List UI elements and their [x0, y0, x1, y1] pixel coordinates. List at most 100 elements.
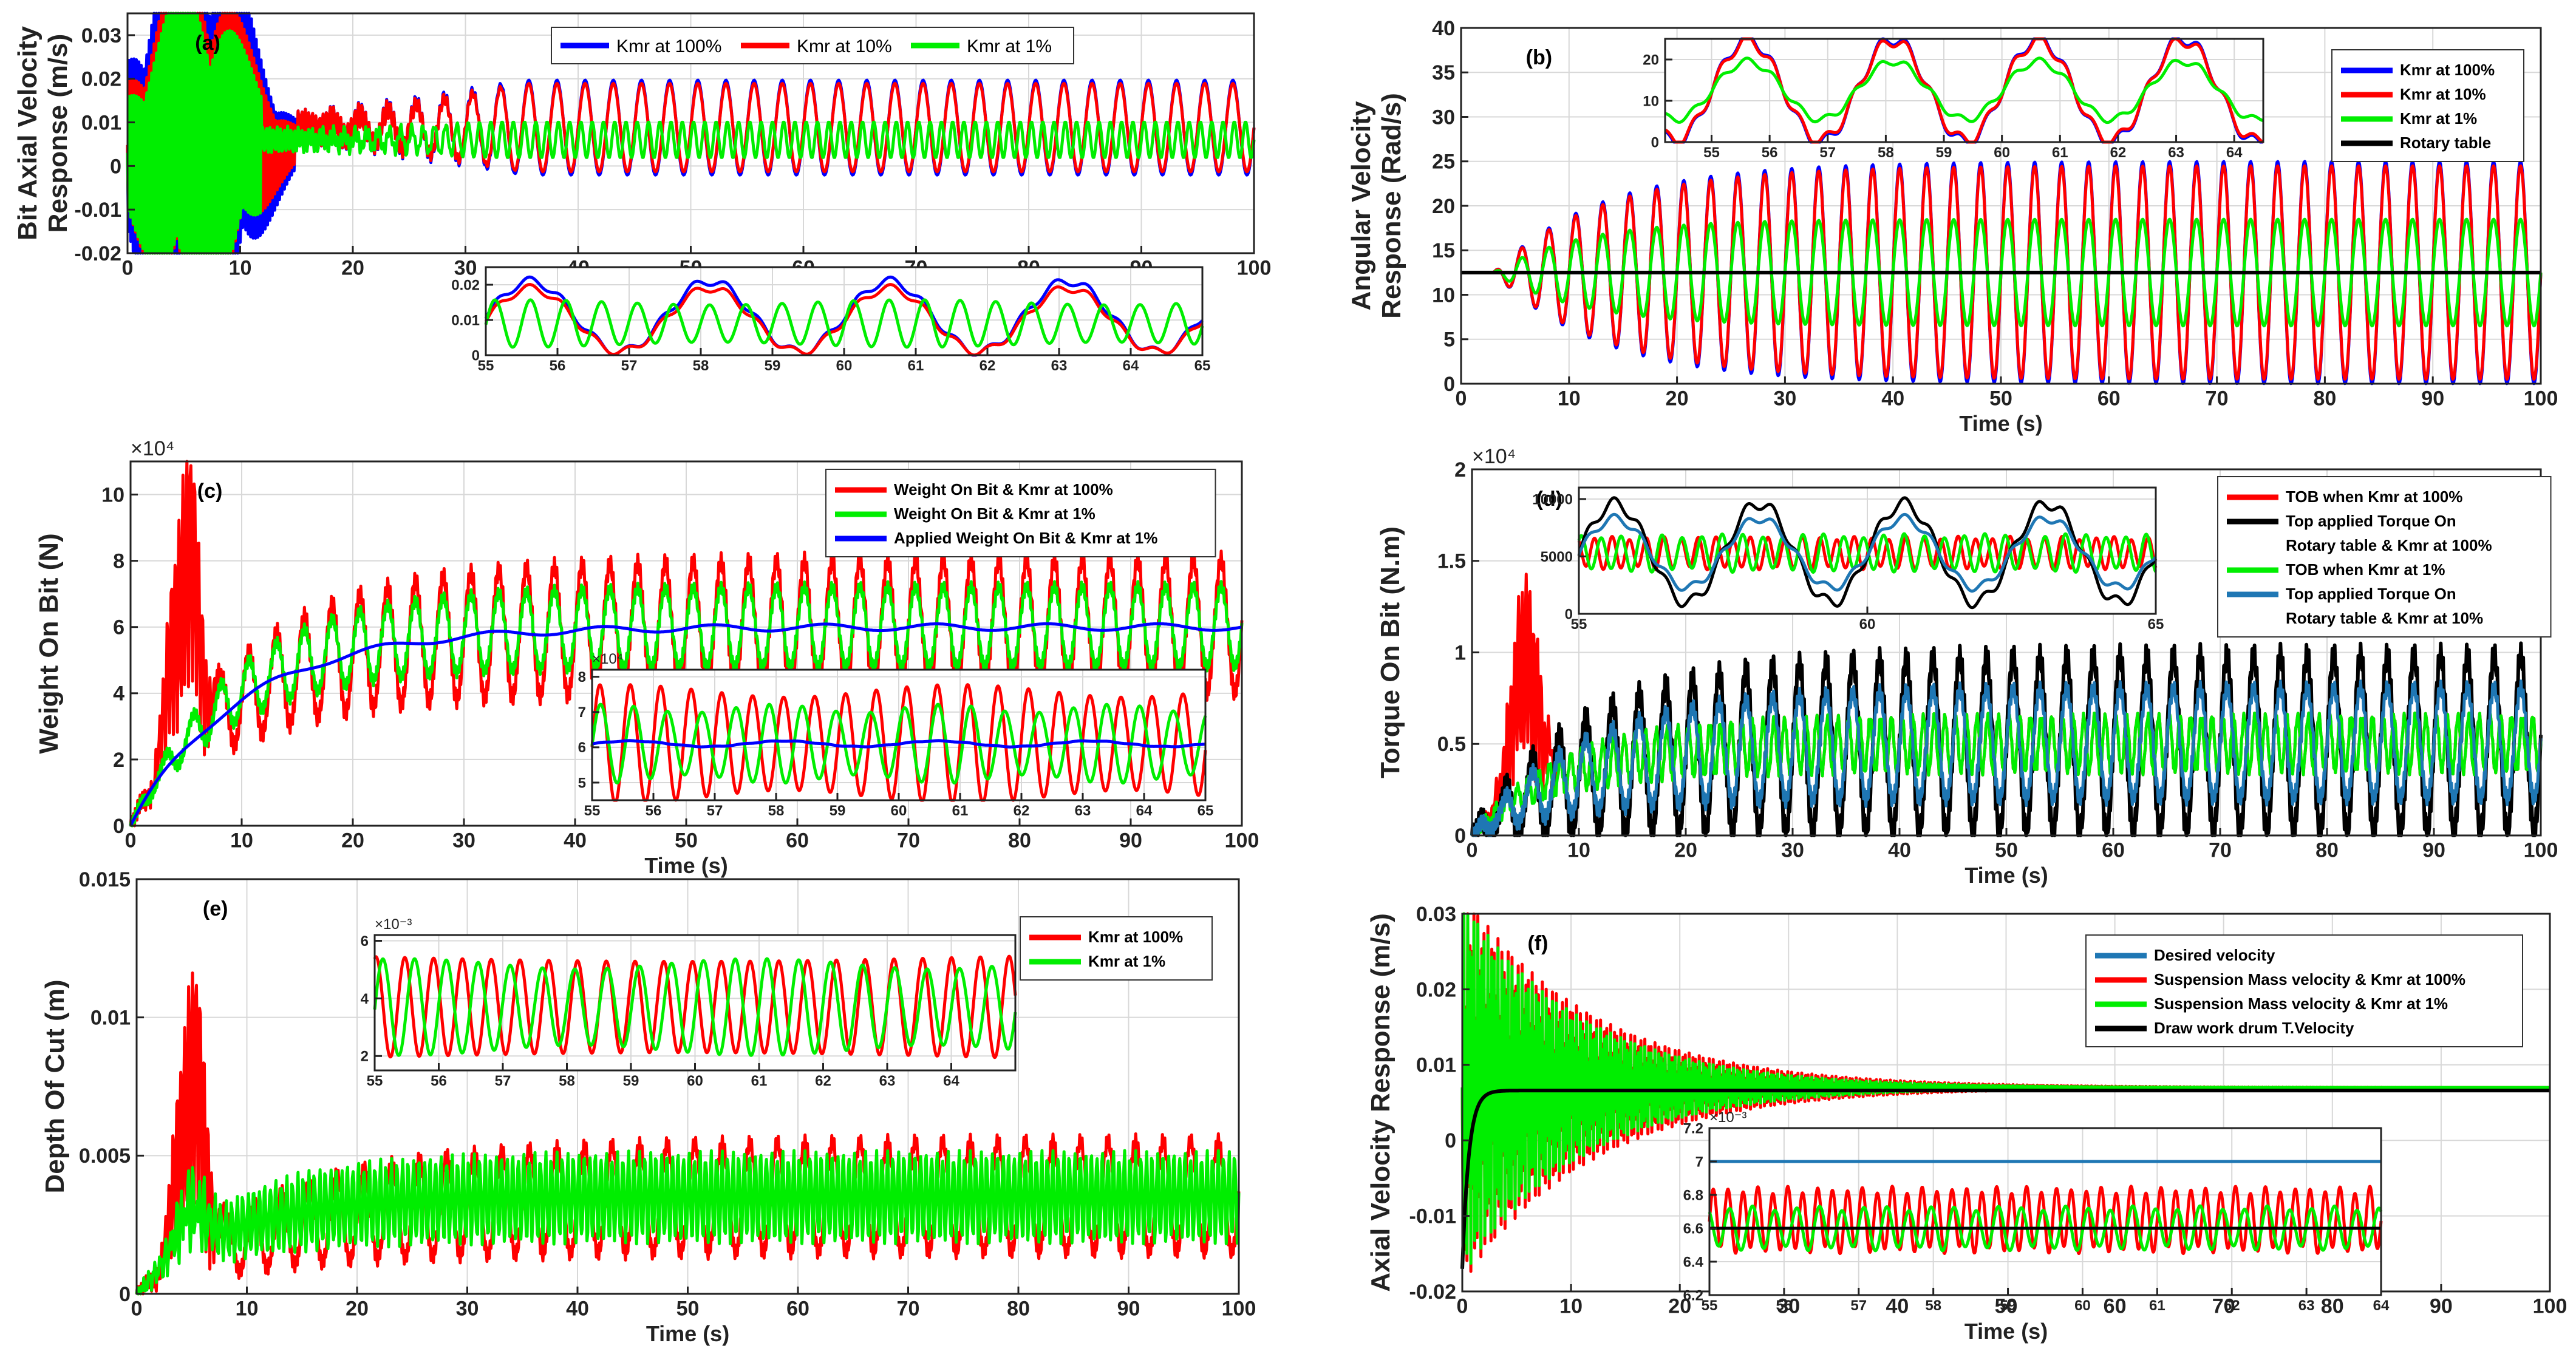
chart-e-x-tick-label-8: 80: [1007, 1297, 1030, 1321]
chart-d-x-tick-label-1: 10: [1567, 839, 1590, 862]
chart-b-inset-x-tick-label-1: 56: [1762, 145, 1778, 161]
chart-e-inset-x-tick-label-3: 58: [559, 1073, 575, 1089]
chart-e-panel-label: (e): [203, 897, 228, 920]
chart-f-inset-series-1: [1708, 1185, 2383, 1256]
chart-d-inset-y-tick-label-0: 0: [1565, 606, 1573, 622]
chart-b-inset-x-tick-label-3: 58: [1878, 145, 1894, 161]
chart-b-inset-x-tick-label-7: 62: [2110, 145, 2127, 161]
chart-c-x-tick-label-7: 70: [897, 829, 920, 852]
chart-c-inset-series-1: [590, 702, 1207, 785]
chart-b-x-tick-label-4: 40: [1881, 387, 1904, 410]
chart-e-x-tick-label-1: 10: [236, 1297, 259, 1321]
chart-e-inset-x-tick-label-8: 63: [879, 1073, 896, 1089]
chart-f-inset-x-tick-label-5: 60: [2074, 1297, 2091, 1314]
chart-b-inset-y-tick-label-2: 20: [1643, 52, 1659, 68]
chart-e-inset-x-tick-label-2: 57: [495, 1073, 511, 1089]
chart-a-inset-x-tick-label-0: 55: [478, 358, 494, 374]
chart-b-y-tick-label-8: 40: [1432, 17, 1455, 40]
chart-b-legend-label-2: Kmr at 1%: [2400, 109, 2477, 128]
chart-e-legend: [1020, 916, 1213, 981]
chart-d-x-tick-label-7: 70: [2209, 839, 2232, 862]
chart-d-x-tick-label-0: 0: [1467, 839, 1478, 862]
chart-a-y-axis-label: Bit Axial VelocityResponse (m/s): [13, 26, 73, 240]
chart-b-inset-x-tick-label-6: 61: [2052, 145, 2068, 161]
chart-f-x-tick-label-5: 50: [1995, 1295, 2018, 1318]
chart-c-inset-x-tick-label-7: 62: [1014, 803, 1030, 819]
chart-c-x-tick-label-8: 80: [1008, 829, 1031, 852]
chart-f-y-tick-label-3: 0.01: [1416, 1054, 1456, 1077]
chart-f-y-tick-label-5: 0.03: [1416, 903, 1456, 926]
chart-c-legend-label-0: Weight On Bit & Kmr at 100%: [894, 480, 1113, 498]
chart-a-y-tick-label-4: 0.02: [81, 68, 121, 91]
chart-a-x-tick-label-3: 30: [454, 257, 477, 280]
chart-c-legend-label-1: Weight On Bit & Kmr at 1%: [894, 505, 1095, 523]
chart-c-x-tick-label-5: 50: [675, 829, 698, 852]
chart-e-y-tick-label-1: 0.005: [79, 1144, 131, 1168]
chart-b-x-tick-label-9: 90: [2421, 387, 2444, 410]
chart-d-inset-y-tick-label-2: 10000: [1532, 491, 1573, 508]
chart-f-x-tick-label-1: 10: [1559, 1295, 1583, 1318]
chart-c-y-tick-label-2: 4: [113, 682, 124, 706]
chart-a-inset-x-tick-label-9: 64: [1123, 358, 1139, 374]
chart-c-inset-x-tick-label-10: 65: [1198, 803, 1214, 819]
chart-f-y-tick-label-4: 0.02: [1416, 978, 1456, 1001]
chart-f-panel-label: (f): [1527, 932, 1548, 955]
chart-b-y-tick-label-5: 25: [1432, 151, 1455, 174]
chart-f-x-tick-label-8: 80: [2321, 1295, 2344, 1318]
chart-a-legend-label-2: Kmr at 1%: [967, 36, 1052, 56]
chart-b-y-tick-label-7: 35: [1432, 61, 1455, 84]
chart-c-y-tick-label-3: 6: [113, 616, 124, 639]
chart-a-inset-x-tick-label-5: 60: [836, 358, 853, 374]
chart-f-legend-label-3: Draw work drum T.Velocity: [2154, 1019, 2354, 1037]
chart-d-inset-x-tick-label-1: 60: [1859, 616, 1876, 633]
chart-a-legend-label-0: Kmr at 100%: [616, 36, 721, 56]
chart-a-inset-x-tick-label-10: 65: [1194, 358, 1211, 374]
chart-b-x-tick-label-5: 50: [1989, 387, 2012, 410]
chart-f-x-axis-label: Time (s): [1964, 1319, 2048, 1344]
chart-e-inset-x-tick-label-6: 61: [751, 1073, 768, 1089]
chart-e-inset-series-1: [373, 957, 1017, 1057]
chart-b-inset: 55 56 57 58 59 60 61 62 63 64 0 10 20: [1643, 37, 2264, 161]
chart-b-x-tick-label-1: 10: [1558, 387, 1581, 410]
chart-e-inset-x-tick-label-0: 55: [367, 1073, 383, 1089]
chart-c-x-tick-label-10: 100: [1225, 829, 1259, 852]
chart-a-y-tick-label-2: 0: [110, 155, 121, 178]
chart-a-inset-x-tick-label-4: 59: [765, 358, 781, 374]
chart-c-inset-exponent-label: ×10⁴: [592, 651, 623, 667]
chart-c-x-tick-label-6: 60: [786, 829, 809, 852]
chart-b-x-tick-label-3: 30: [1773, 387, 1796, 410]
chart-e-inset-y-tick-label-1: 4: [361, 991, 369, 1007]
chart-c-x-tick-label-3: 30: [452, 829, 475, 852]
chart-b-y-tick-label-6: 30: [1432, 106, 1455, 129]
chart-c-x-tick-label-9: 90: [1119, 829, 1142, 852]
chart-b-legend-label-0: Kmr at 100%: [2400, 61, 2495, 79]
chart-c-inset-y-tick-label-0: 5: [578, 775, 586, 791]
chart-a-inset-x-tick-label-3: 58: [693, 358, 709, 374]
chart-f-inset-y-tick-label-5: 7.2: [1683, 1120, 1703, 1137]
chart-b-y-axis-label: Angular VelocityResponse (Rad/s): [1346, 93, 1406, 319]
chart-d-y-tick-label-4: 2: [1454, 458, 1466, 481]
chart-a-legend: [551, 27, 1074, 64]
chart-a-x-tick-label-10: 100: [1237, 257, 1272, 280]
chart-c-series-2: [129, 622, 1243, 827]
chart-c-legend: [825, 469, 1216, 557]
chart-f-inset-x-tick-label-2: 57: [1850, 1297, 1867, 1314]
chart-d-panel-label: (d): [1536, 488, 1562, 511]
chart-e-x-tick-label-2: 20: [346, 1297, 369, 1321]
chart-c-inset-x-tick-label-5: 60: [891, 803, 907, 819]
chart-d-inset-x-tick-label-0: 55: [1571, 616, 1587, 633]
chart-d-y-tick-label-2: 1: [1454, 641, 1466, 664]
chart-f-inset-x-tick-label-0: 55: [1702, 1297, 1718, 1314]
chart-b-inset-x-tick-label-2: 57: [1819, 145, 1836, 161]
chart-f-inset-exponent-label: ×10⁻³: [1709, 1109, 1746, 1126]
chart-b-x-tick-label-8: 80: [2313, 387, 2336, 410]
chart-c-y-tick-label-0: 0: [113, 815, 124, 838]
chart-d-y-tick-label-3: 1.5: [1437, 550, 1466, 573]
chart-b-x-tick-label-2: 20: [1666, 387, 1689, 410]
chart-e-inset-x-tick-label-7: 62: [815, 1073, 831, 1089]
chart-e-x-axis-label: Time (s): [646, 1321, 729, 1346]
chart-d-x-tick-label-10: 100: [2524, 839, 2558, 862]
chart-f-inset-x-tick-label-4: 59: [2000, 1297, 2016, 1314]
chart-b-inset-y-tick-label-1: 10: [1643, 93, 1659, 109]
